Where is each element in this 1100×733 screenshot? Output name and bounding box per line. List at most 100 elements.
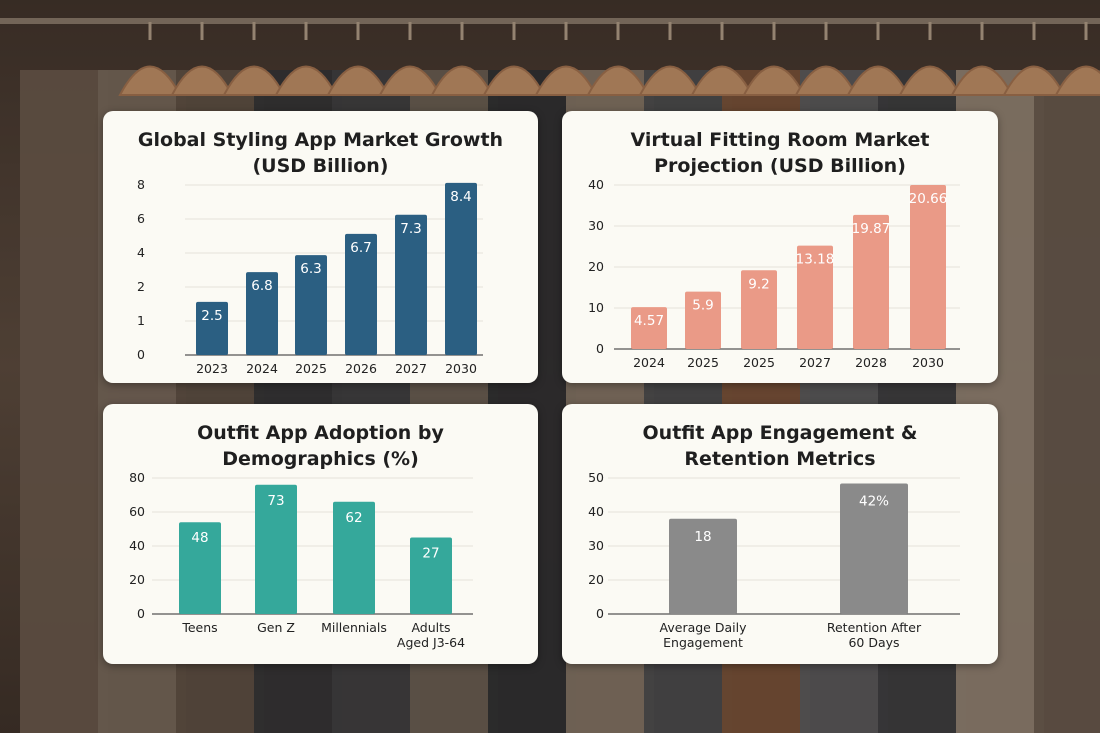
chart-title: Virtual Fitting Room Market Projection (… (630, 129, 930, 177)
y-tick-label: 0 (596, 606, 604, 621)
y-tick-label: 10 (588, 300, 604, 315)
y-tick-label: 0 (137, 606, 145, 621)
bar (179, 522, 221, 614)
bar (345, 233, 377, 355)
data-label: 6.8 (251, 278, 272, 294)
y-tick-label: 2 (137, 279, 145, 294)
x-tick-label-line: Retention After (827, 620, 922, 635)
y-tick-label: 20 (588, 259, 604, 274)
data-label: 42% (859, 493, 889, 509)
x-tick-label-line: 2024 (633, 355, 665, 370)
bar (255, 484, 297, 614)
styling-app-market-chart: 0 1 2 4 6 8 2.5 6.8 6.3 6.7 7.3 8.4 2023 2024 2025 2026… (137, 177, 483, 376)
x-tick-label-line: Engagement (663, 635, 743, 650)
bar (395, 214, 427, 355)
chart-title: Global Styling App Market Growth (USD Bi… (137, 129, 504, 177)
bar (669, 518, 737, 614)
y-tick-label: 20 (129, 572, 145, 587)
data-label: 48 (191, 530, 208, 546)
x-tick-label-line: 2023 (196, 361, 228, 376)
x-tick-label-line: 2030 (912, 355, 944, 370)
y-tick-label: 30 (588, 218, 604, 233)
bar (246, 272, 278, 355)
data-label: 27 (422, 546, 439, 562)
x-tick-label: 2030 (445, 361, 477, 376)
rack-rail (0, 18, 1100, 24)
x-tick-label: Retention After 60 Days (827, 620, 922, 650)
x-tick-label-line: 2026 (345, 361, 377, 376)
bar (445, 182, 477, 355)
styling-app-market-chart-card: Global Styling App Market Growth (USD Bi… (103, 111, 538, 383)
virtual-fitting-room-chart-card: Virtual Fitting Room Market Projection (… (562, 111, 998, 383)
x-tick-label: 2024 (246, 361, 278, 376)
bar (910, 185, 946, 349)
y-tick-label: 4 (137, 245, 145, 260)
x-tick-label: 2024 (633, 355, 665, 370)
x-tick-label-line: Aged J3-64 (397, 635, 465, 650)
data-label: 8.4 (450, 189, 471, 205)
x-tick-label: 2025 (743, 355, 775, 370)
x-tick-label: Teens (181, 620, 217, 635)
y-tick-label: 60 (129, 504, 145, 519)
bar (410, 537, 452, 614)
x-tick-label: 2025 (687, 355, 719, 370)
chart-title: Outfit App Engagement & Retention Metric… (642, 422, 918, 470)
y-tick-label: 80 (129, 470, 145, 485)
y-tick-label: 50 (588, 470, 604, 485)
y-tick-label: 0 (596, 341, 604, 356)
y-tick-label: 6 (137, 211, 145, 226)
data-label: 6.7 (350, 240, 371, 256)
bar (797, 245, 833, 349)
y-tick-label: 40 (129, 538, 145, 553)
x-tick-label: 2027 (799, 355, 831, 370)
bar (685, 291, 721, 349)
data-label: 7.3 (400, 221, 421, 237)
data-label: 5.9 (692, 298, 713, 314)
x-tick-label-line: Average Daily (660, 620, 748, 635)
x-tick-label: Average Daily Engagement (660, 620, 748, 650)
bar (840, 483, 908, 614)
x-tick-label: 2027 (395, 361, 427, 376)
x-tick-label-line: 2028 (855, 355, 887, 370)
x-tick-label: 2023 (196, 361, 228, 376)
engagement-retention-chart: 0 20 30 40 50 18 42% Average Daily Engagement Ret… (588, 470, 960, 650)
x-tick-label-line: 2027 (799, 355, 831, 370)
bar (295, 255, 327, 355)
hanging-garment (1034, 70, 1100, 733)
bar (333, 501, 375, 614)
hanging-garment (20, 70, 108, 733)
x-tick-label-line: 2024 (246, 361, 278, 376)
data-label: 19.87 (852, 221, 891, 237)
data-label: 18 (694, 529, 711, 545)
x-tick-label: 2030 (912, 355, 944, 370)
data-label: 62 (345, 510, 362, 526)
x-tick-label-line: 60 Days (848, 635, 899, 650)
x-tick-label-line: 2025 (295, 361, 327, 376)
chart-title: Outfit App Adoption by Demographics (%) (197, 422, 444, 470)
data-label: 20.66 (909, 191, 948, 207)
adoption-demographics-chart: 0 20 40 60 80 48 73 62 27 Teens Gen Z Millennials Ad… (129, 470, 473, 650)
y-tick-label: 8 (137, 177, 145, 192)
bar (631, 307, 667, 349)
data-label: 73 (267, 493, 284, 509)
data-label: 9.2 (748, 276, 769, 292)
y-tick-label: 40 (588, 504, 604, 519)
y-tick-label: 0 (137, 347, 145, 362)
y-tick-label: 20 (588, 572, 604, 587)
x-tick-label: 2028 (855, 355, 887, 370)
y-tick-label: 30 (588, 538, 604, 553)
x-tick-label-line: Teens (181, 620, 217, 635)
adoption-demographics-chart-card: Outfit App Adoption by Demographics (%) … (103, 404, 538, 664)
bar (741, 270, 777, 349)
x-tick-label: Millennials (321, 620, 387, 635)
engagement-retention-chart-card: Outfit App Engagement & Retention Metric… (562, 404, 998, 664)
bar (196, 301, 228, 355)
x-tick-label-line: Adults (411, 620, 450, 635)
x-tick-label-line: 2030 (445, 361, 477, 376)
x-tick-label-line: 2025 (743, 355, 775, 370)
x-tick-label-line: 2025 (687, 355, 719, 370)
x-tick-label-line: Millennials (321, 620, 387, 635)
data-label: 2.5 (201, 308, 222, 324)
data-label: 13.18 (796, 252, 835, 268)
